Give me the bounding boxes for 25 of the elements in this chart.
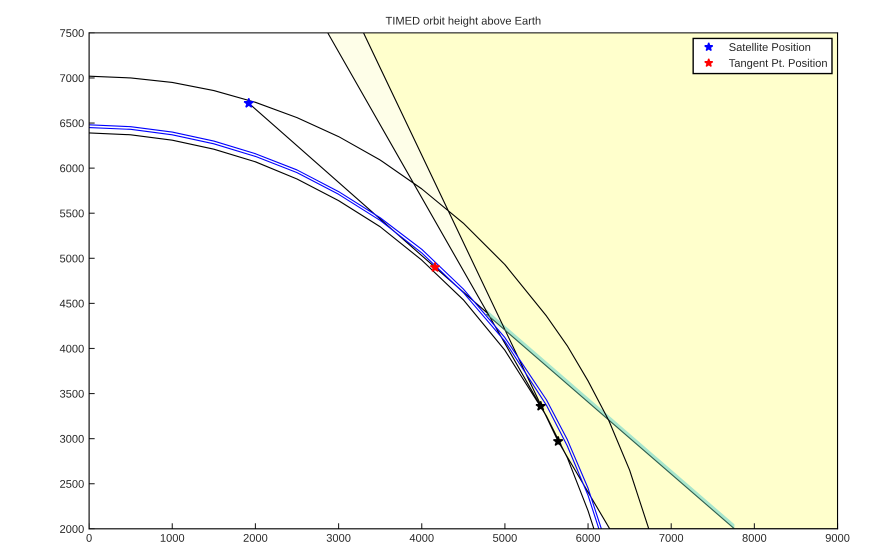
x-tick-label: 5000 (492, 534, 517, 542)
y-tick-label: 7500 (60, 29, 84, 38)
x-tick-label: 2000 (244, 534, 268, 542)
y-tick-label: 6000 (60, 164, 84, 172)
x-tick-label: 6000 (576, 534, 600, 542)
chart-title: TIMED orbit height above Earth (386, 16, 540, 27)
x-tick-label: 7000 (659, 534, 684, 542)
x-tick-label: 1000 (160, 534, 184, 542)
legend-label: Satellite Position (729, 42, 810, 52)
y-tick-label: 5500 (60, 209, 84, 218)
y-tick-label: 2500 (60, 480, 84, 488)
y-tick-label: 7000 (60, 74, 84, 82)
y-tick-label: 6500 (60, 119, 84, 128)
x-tick-label: 9000 (826, 534, 850, 542)
x-tick-label: 0 (86, 534, 92, 542)
x-tick-label: 3000 (326, 534, 351, 542)
x-tick-label: 4000 (410, 534, 434, 542)
legend-label: Tangent Pt. Position (728, 58, 827, 70)
x-tick-label: 8000 (742, 534, 766, 542)
y-tick-label: 2000 (60, 525, 84, 533)
y-tick-label: 5000 (60, 254, 84, 262)
y-tick-label: 4000 (60, 344, 84, 353)
y-tick-label: 3000 (60, 434, 84, 443)
y-tick-label: 4500 (60, 300, 84, 308)
y-tick-label: 3500 (60, 390, 84, 398)
